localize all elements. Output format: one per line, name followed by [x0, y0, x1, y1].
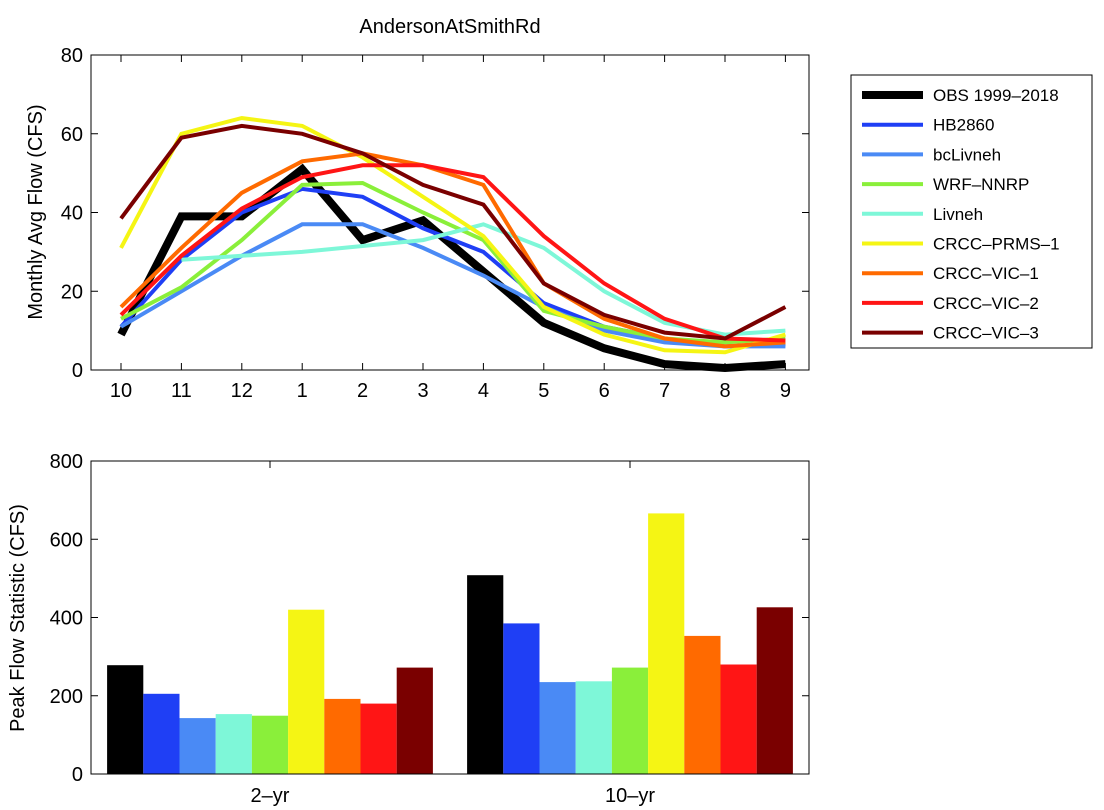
y-axis-label: Monthly Avg Flow (CFS) — [25, 104, 47, 319]
plot-frame — [90, 54, 810, 371]
series-line-crcc-vic-2 — [119, 163, 786, 343]
x-tick-label: 3 — [417, 380, 428, 402]
legend-label-bclivneh: bcLivneh — [933, 145, 1001, 164]
y-tick-labels: 0 200 400 600 800 — [50, 451, 83, 786]
series-line-crcc-vic-1 — [119, 151, 786, 349]
legend-label-crcc-prms-1: CRCC–PRMS–1 — [933, 235, 1060, 254]
y-axis-label: Peak Flow Statistic (CFS) — [7, 504, 29, 732]
chart-title: AndersonAtSmithRd — [359, 16, 540, 38]
legend-label-crcc-vic-3: CRCC–VIC–3 — [933, 324, 1039, 343]
x-tick-label: 2 — [357, 380, 368, 402]
x-tick-label: 5 — [538, 380, 549, 402]
monthly-flow-line-chart: AndersonAtSmithRd Monthly Avg Flow (CFS)… — [25, 16, 810, 402]
legend-label-wrf-nnrp: WRF–NNRP — [933, 175, 1029, 194]
bar-10-yr-3 — [575, 681, 612, 774]
y-tick-label: 0 — [72, 764, 83, 786]
y-tick-label: 40 — [61, 203, 83, 225]
x-tick-labels: 2–yr 10–yr — [251, 785, 656, 807]
bar-10-yr-8 — [756, 607, 793, 774]
x-tick-label: 9 — [780, 380, 791, 402]
y-tick-labels: 0 20 40 60 80 — [61, 45, 83, 382]
legend-label-livneh: Livneh — [933, 205, 983, 224]
bar-2-yr-6 — [324, 698, 361, 774]
legend-label-crcc-vic-1: CRCC–VIC–1 — [933, 264, 1039, 283]
series-line-crcc-vic-3 — [119, 123, 787, 341]
bar-2-yr-0 — [107, 665, 144, 774]
bar-10-yr-7 — [720, 664, 757, 774]
legend-label-hb2860: HB2860 — [933, 116, 994, 135]
bar-10-yr-0 — [467, 575, 504, 774]
bar-10-yr-5 — [648, 513, 685, 774]
y-tick-label: 600 — [50, 529, 83, 551]
y-tick-label: 20 — [61, 281, 83, 303]
x-tick-label: 2–yr — [251, 785, 290, 807]
bar-2-yr-7 — [360, 703, 397, 774]
x-tick-labels: 10 11 12 1 2 3 4 5 6 7 8 9 — [110, 380, 791, 402]
series-line-bclivneh — [119, 222, 786, 349]
bar-10-yr-4 — [611, 667, 649, 774]
bar-group — [107, 513, 793, 774]
legend-items: OBS 1999–2018 HB2860 bcLivneh WRF–NNRP Livne… — [862, 86, 1060, 343]
y-tick-label: 200 — [50, 686, 83, 708]
x-tick-label: 10–yr — [605, 785, 655, 807]
bar-10-yr-1 — [503, 623, 540, 774]
bar-2-yr-3 — [215, 714, 252, 774]
bar-2-yr-5 — [288, 609, 325, 774]
bar-2-yr-1 — [143, 693, 180, 774]
x-tick-label: 12 — [231, 380, 253, 402]
x-tick-label: 10 — [110, 380, 132, 402]
x-tick-label: 8 — [719, 380, 730, 402]
bar-2-yr-4 — [251, 715, 289, 774]
legend-label-crcc-vic-2: CRCC–VIC–2 — [933, 294, 1039, 313]
plot-frame — [90, 460, 810, 775]
x-tick-label: 7 — [659, 380, 670, 402]
bar-10-yr-6 — [684, 635, 721, 774]
bar-2-yr-2 — [179, 718, 216, 774]
y-tick-label: 0 — [72, 360, 83, 382]
x-tick-label: 11 — [171, 380, 192, 402]
bar-10-yr-2 — [539, 682, 576, 774]
bar-2-yr-8 — [396, 667, 433, 774]
line-series-group — [117, 115, 787, 373]
y-tick-label: 400 — [50, 608, 83, 630]
legend-label-obs-1999-2018: OBS 1999–2018 — [933, 86, 1059, 105]
y-tick-label: 60 — [61, 124, 83, 146]
series-line-crcc-prms-1 — [119, 115, 786, 355]
y-tick-label: 800 — [50, 451, 83, 473]
x-tick-label: 4 — [478, 380, 489, 402]
x-tick-label: 6 — [599, 380, 610, 402]
legend: OBS 1999–2018 HB2860 bcLivneh WRF–NNRP Livne… — [850, 74, 1093, 349]
peak-flow-bar-chart: Peak Flow Statistic (CFS) 2–yr 10–yr 0 200… — [7, 451, 810, 807]
x-tick-label: 1 — [297, 380, 308, 402]
y-tick-label: 80 — [61, 45, 83, 67]
